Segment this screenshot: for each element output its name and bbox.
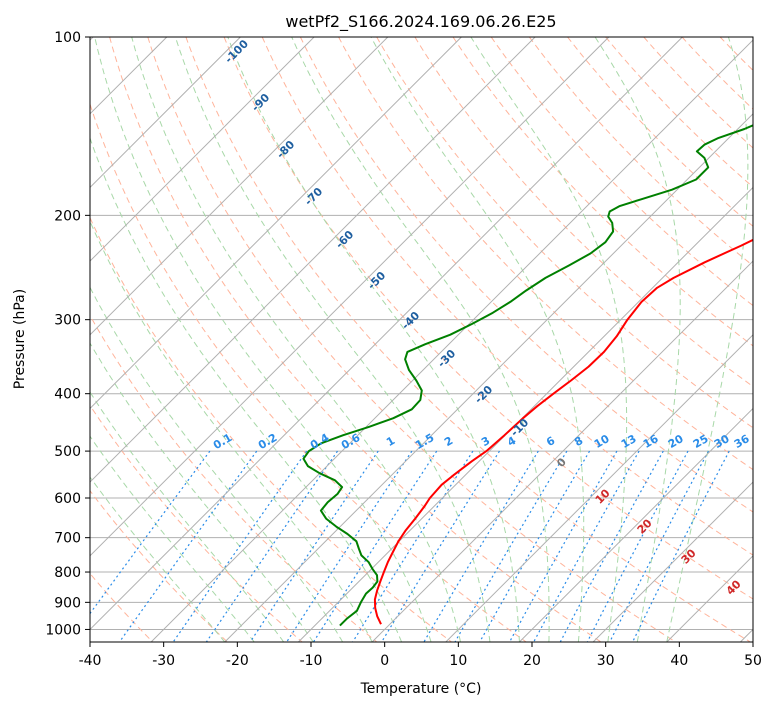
dry-adiabat	[90, 314, 378, 642]
x-tick-label: 20	[523, 653, 541, 669]
dry-adiabat	[528, 37, 753, 267]
dry-adiabat	[223, 37, 753, 600]
moist-adiabat	[594, 37, 681, 642]
dry-adiabat	[643, 37, 753, 149]
y-axis-title: Pressure (hPa)	[12, 289, 28, 389]
mixing-ratio-line	[454, 450, 568, 642]
x-tick-label: -30	[152, 653, 175, 669]
isotherm	[592, 481, 753, 642]
x-tick-label: 0	[380, 653, 389, 669]
y-tick-label: 1000	[45, 622, 81, 638]
moist-adiabat	[94, 37, 432, 642]
isotherm	[519, 407, 753, 642]
plot-frame	[89, 36, 754, 643]
y-tick-label: 100	[54, 30, 81, 46]
moist-adiabats	[90, 37, 749, 642]
plot-area: -100-90-80-70-60-50-40-30-20-100.1 0.2 0.4…	[90, 37, 753, 642]
moist-adiabat	[90, 220, 373, 642]
x-tick-label: 50	[744, 653, 762, 669]
mixing-ratio-line	[559, 450, 664, 642]
y-axis: 100 200 300 400 500 600 700 800 900 1000	[45, 30, 90, 638]
isotherm	[371, 260, 753, 642]
temperature-line	[373, 238, 753, 625]
moist-adiabat	[227, 37, 520, 642]
isotherm	[150, 39, 753, 642]
y-tick-label: 500	[54, 444, 81, 460]
isotherm	[90, 37, 536, 483]
mixing-ratio-line	[479, 450, 591, 642]
y-tick-label: 900	[54, 595, 81, 611]
isotherm	[445, 334, 753, 642]
isotherm	[90, 37, 241, 189]
moist-adiabat	[90, 435, 255, 642]
x-tick-label: 40	[670, 653, 688, 669]
dry-adiabat	[414, 37, 753, 388]
x-tick-label: 10	[449, 653, 467, 669]
mixing-ratio-line	[509, 450, 618, 642]
x-axis-title: Temperature (°C)	[360, 681, 482, 697]
pressure-gridlines	[90, 37, 753, 630]
moist-adiabat	[370, 37, 585, 642]
isotherm	[90, 37, 683, 631]
dewpoint-line	[302, 124, 753, 627]
moist-adiabat	[90, 391, 285, 642]
dry-adiabat	[90, 216, 452, 642]
mixing-ratio-line	[205, 450, 338, 642]
dry-adiabat	[299, 37, 753, 513]
chart-title: wetPf2_S166.2024.169.06.26.E25	[285, 12, 556, 32]
mixing-ratio-lines	[90, 450, 730, 642]
moist-adiabat	[666, 37, 749, 642]
mixing-ratio-line	[609, 450, 710, 642]
moist-adiabat	[131, 37, 461, 642]
moist-adiabat	[470, 37, 628, 642]
y-tick-label: 300	[54, 313, 81, 329]
moist-adiabat	[90, 476, 226, 642]
isotherm	[90, 37, 389, 336]
x-tick-label: 30	[597, 653, 615, 669]
mixing-ratio-line	[632, 450, 730, 642]
moist-adiabat	[90, 342, 314, 642]
x-tick-label: -10	[300, 653, 323, 669]
y-tick-label: 400	[54, 387, 81, 403]
mixing-ratio-line	[249, 450, 379, 642]
moist-adiabat	[174, 37, 491, 642]
y-tick-label: 700	[54, 531, 81, 547]
sounding-lines	[302, 124, 753, 627]
isotherm	[224, 113, 753, 642]
mixing-ratio-line	[423, 450, 539, 642]
y-tick-label: 800	[54, 565, 81, 581]
moist-adiabat	[90, 286, 344, 642]
dry-adiabat	[185, 37, 751, 642]
mixing-ratio-line	[172, 450, 308, 642]
isotherm	[90, 37, 610, 557]
mixing-ratio-line	[586, 450, 689, 642]
x-tick-label: -40	[79, 653, 102, 669]
dry-adiabat	[376, 37, 753, 429]
moist-adiabat	[291, 37, 550, 642]
dry-adiabat	[567, 37, 753, 227]
isotherm	[90, 37, 315, 262]
x-axis: -40 -30 -20 -10 0 10 20 30 40 50	[79, 642, 762, 669]
mixing-ratio-line	[119, 450, 258, 642]
isotherm	[90, 37, 462, 410]
isotherms	[90, 37, 753, 642]
dry-adiabat	[109, 37, 602, 642]
dry-adiabat	[452, 37, 753, 347]
dry-adiabat	[261, 37, 753, 556]
dry-adiabat	[338, 37, 753, 471]
dry-adiabats	[90, 37, 753, 642]
mixing-ratio-line	[286, 450, 413, 642]
dry-adiabat	[147, 37, 676, 642]
y-tick-label: 600	[54, 491, 81, 507]
y-tick-label: 200	[54, 208, 81, 224]
x-tick-label: -20	[226, 653, 249, 669]
